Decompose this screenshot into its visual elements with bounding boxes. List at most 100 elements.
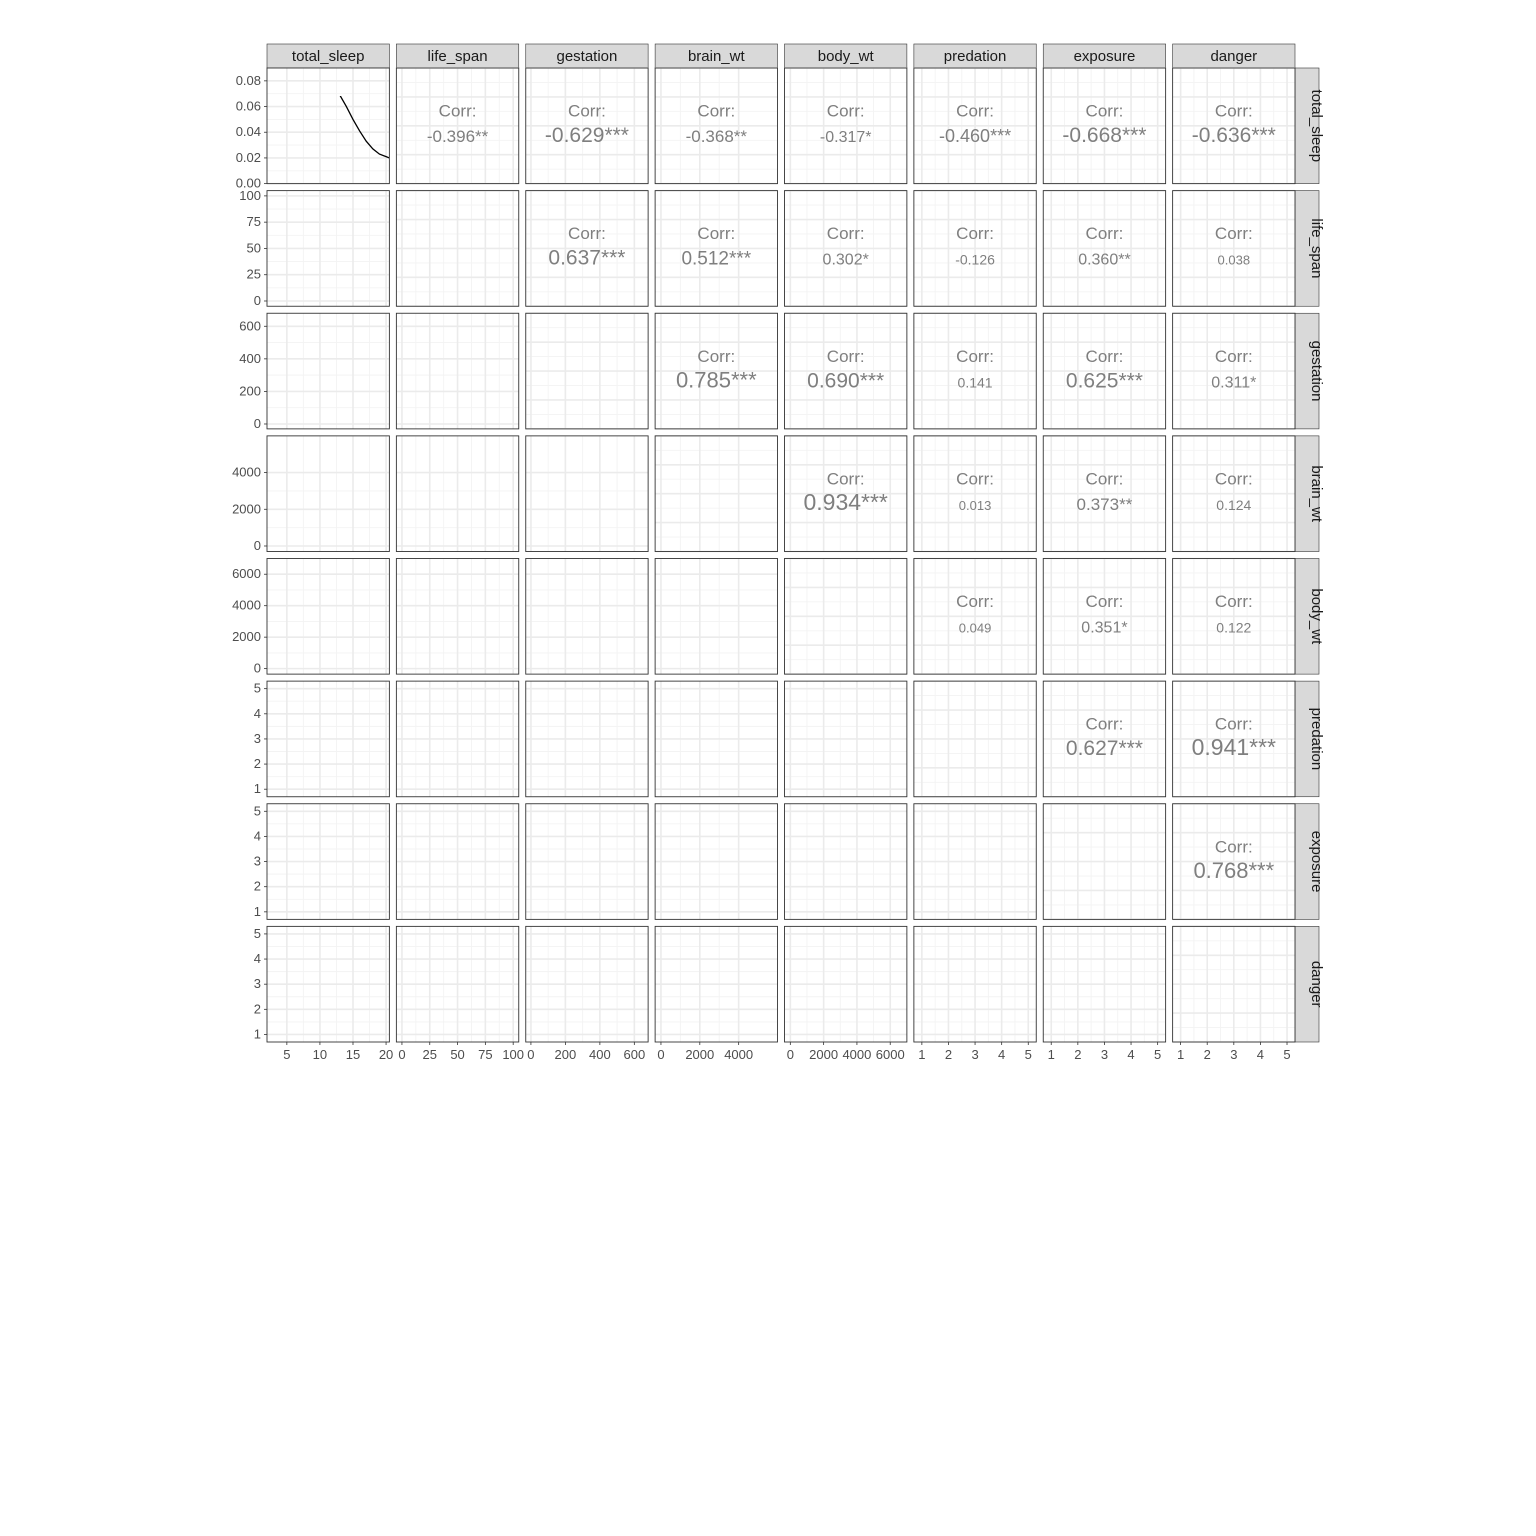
corr-value: 0.690*** [807,369,884,392]
panel-2-4: Corr: 0.690*** [785,313,907,429]
corr-title: Corr: [568,224,606,243]
corr-value: 0.768*** [1193,858,1274,883]
corr-value: 0.311* [1211,374,1256,391]
strip-top-label: danger [1210,48,1257,65]
corr-title: Corr: [956,102,994,121]
x-tick-label: 5 [1025,1047,1032,1062]
strip-top-label: body_wt [818,48,875,65]
y-tick-label: 75 [247,214,261,229]
y-tick-label: 1 [254,781,261,796]
corr-value: -0.629*** [545,124,629,147]
corr-title: Corr: [956,224,994,243]
corr-value: 0.512*** [681,249,751,270]
x-tick-label: 4 [998,1047,1005,1062]
panel-6-5 [914,804,1036,920]
corr-value: -0.368** [686,127,748,146]
panel-5-0: 12345 [254,681,390,797]
panel-3-4: Corr:0.934*** [785,436,907,552]
panel-2-6: Corr:0.625*** [1043,313,1165,429]
x-tick-label: 0 [787,1047,794,1062]
panel-3-5: Corr: 0.013 [914,436,1036,552]
strip-right-label: predation [1308,708,1323,771]
corr-title: Corr: [1086,715,1124,734]
x-tick-label: 1 [918,1047,925,1062]
y-tick-label: 6000 [232,566,261,581]
panel-6-6 [1043,804,1165,920]
corr-title: Corr: [1086,224,1124,243]
x-tick-label: 0 [398,1047,405,1062]
strip-right-label: brain_wt [1308,465,1323,523]
panel-7-0: 123455101520 [254,926,394,1062]
y-tick-label: 200 [239,383,261,398]
panel-1-1 [396,191,518,307]
panel-5-6: Corr:0.627*** [1043,681,1165,797]
panel-7-3: 020004000 [655,926,777,1062]
corr-value: -0.396** [427,127,489,146]
panel-2-0: 0200400600 [239,313,389,431]
corr-title: Corr: [827,347,865,366]
panel-7-4: 0200040006000 [785,926,907,1062]
panel-7-1: 0255075100 [396,926,524,1062]
x-tick-label: 400 [589,1047,611,1062]
corr-title: Corr: [1215,837,1253,856]
x-tick-label: 4000 [724,1047,753,1062]
panel-1-7: Corr:0.038 [1173,191,1295,307]
corr-title: Corr: [956,347,994,366]
panel-6-3 [655,804,777,920]
panel-4-2 [526,559,648,675]
corr-title: Corr: [697,224,735,243]
y-tick-label: 600 [239,318,261,333]
panel-1-4: Corr:0.302* [785,191,907,307]
corr-value: -0.460*** [939,126,1011,146]
panel-4-1 [396,559,518,675]
corr-title: Corr: [1215,469,1253,488]
x-tick-label: 4 [1257,1047,1264,1062]
y-tick-label: 100 [239,188,261,203]
panel-2-1 [396,313,518,429]
corr-title: Corr: [956,469,994,488]
corr-title: Corr: [1086,469,1124,488]
x-tick-label: 50 [450,1047,464,1062]
x-tick-label: 1 [1177,1047,1184,1062]
corr-title: Corr: [697,347,735,366]
x-tick-label: 600 [623,1047,645,1062]
x-tick-label: 4 [1127,1047,1134,1062]
panel-4-6: Corr:0.351* [1043,559,1165,675]
corr-value: 0.013 [959,498,992,513]
y-tick-label: 1 [254,904,261,919]
y-tick-label: 0 [254,416,261,431]
panel-0-5: Corr: -0.460*** [914,68,1036,184]
corr-value: -0.668*** [1062,124,1146,147]
panel-5-2 [526,681,648,797]
x-tick-label: 5 [1154,1047,1161,1062]
panel-4-4 [785,559,907,675]
y-tick-label: 0.04 [236,124,261,139]
y-tick-label: 5 [254,926,261,941]
y-tick-label: 1 [254,1026,261,1041]
y-tick-label: 5 [254,803,261,818]
panel-2-7: Corr:0.311* [1173,313,1295,429]
panel-4-5: Corr:0.049 [914,559,1036,675]
strip-right-label: gestation [1308,341,1323,402]
y-tick-label: 0.02 [236,150,261,165]
panel-0-2: Corr: -0.629*** [526,68,648,184]
panel-0-6: Corr:-0.668*** [1043,68,1165,184]
panel-3-0: 020004000 [232,436,389,553]
x-tick-label: 1 [1048,1047,1055,1062]
x-tick-label: 3 [1230,1047,1237,1062]
strip-right-label: life_span [1308,218,1323,278]
corr-title: Corr: [956,592,994,611]
x-tick-label: 15 [346,1047,360,1062]
corr-title: Corr: [827,224,865,243]
y-tick-label: 2000 [232,629,261,644]
corr-title: Corr: [568,102,606,121]
panel-1-5: Corr:-0.126 [914,191,1036,307]
x-tick-label: 6000 [876,1047,905,1062]
panel-5-3 [655,681,777,797]
panel-5-4 [785,681,907,797]
panel-2-3: Corr:0.785*** [655,313,777,429]
panel-1-2: Corr:0.637*** [526,191,648,307]
y-tick-label: 4 [254,828,261,843]
x-tick-label: 5 [1283,1047,1290,1062]
corr-title: Corr: [1086,592,1124,611]
